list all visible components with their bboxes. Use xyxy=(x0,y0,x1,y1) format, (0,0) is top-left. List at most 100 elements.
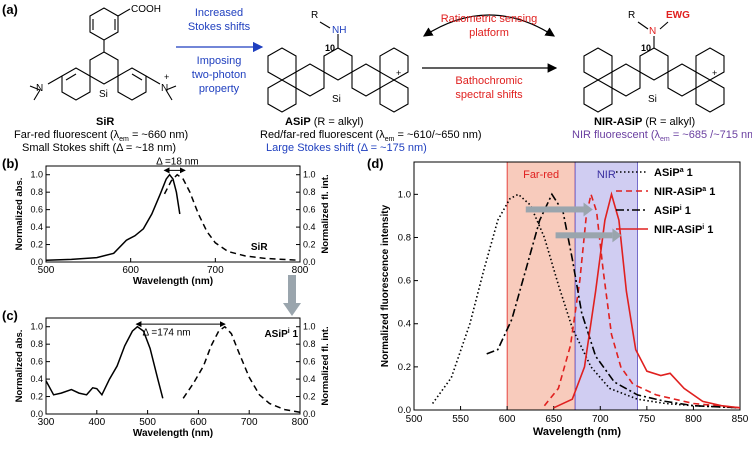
x-tick-label: 500 xyxy=(139,417,156,428)
fluorescence-series-line xyxy=(163,173,301,262)
sample-tag: SiR xyxy=(251,242,268,253)
series-line-4 xyxy=(553,191,741,409)
arrow1-bot1: Imposing xyxy=(197,55,242,67)
asip-si: Si xyxy=(332,94,341,105)
legend-label-2: NIR-ASiPa 1 xyxy=(654,186,715,198)
x-tick-label: 600 xyxy=(190,417,207,428)
asip-plus: + xyxy=(396,68,401,78)
nir-n: N xyxy=(649,26,656,37)
y-tick-label: 0.2 xyxy=(398,362,411,373)
x-tick-label: 700 xyxy=(207,265,224,276)
asip-nh: NH xyxy=(332,25,346,36)
arrow1-top1: Increased xyxy=(195,7,243,19)
y-tick-label-left: 0.4 xyxy=(30,222,43,232)
sir-cooh: COOH xyxy=(131,4,161,15)
nir-plus: + xyxy=(712,68,717,78)
nir-band xyxy=(574,161,638,411)
nir-asip-name: NIR-ASiP (R = alkyl) xyxy=(594,116,695,128)
y-tick-label: 0.4 xyxy=(398,319,411,330)
y-tick-label-left: 0.8 xyxy=(30,339,43,349)
asip-pos10: 10 xyxy=(325,43,335,53)
delta-label: Δ =18 nm xyxy=(156,156,199,167)
x-axis-label: Wavelength (nm) xyxy=(533,426,622,438)
absorption-series-line xyxy=(45,173,181,262)
y-tick-label-right: 0.8 xyxy=(303,339,316,349)
panel-label-a: (a) xyxy=(2,2,18,17)
asip-structure xyxy=(267,21,409,113)
nir-asip-structure xyxy=(583,21,725,113)
x-tick-label: 600 xyxy=(122,265,139,276)
y-axis-label-right: Normalized fl. int. xyxy=(320,326,331,405)
sir-line1: Far-red fluorescent (λem = ~660 nm) xyxy=(14,129,188,143)
x-tick-label: 850 xyxy=(732,414,749,425)
y-tick-label-left: 0.0 xyxy=(30,409,43,419)
absorption-series-line xyxy=(45,325,164,399)
sir-n-left: N xyxy=(36,83,43,94)
arrow1-bot3: property xyxy=(199,83,240,95)
x-tick-label: 700 xyxy=(592,414,609,425)
panel-label-c: (c) xyxy=(2,308,18,323)
y-tick-label-left: 0.2 xyxy=(30,392,43,402)
panel-label-b: (b) xyxy=(2,156,19,171)
legend-label-3: ASiPi 1 xyxy=(654,205,691,217)
sir-structure xyxy=(29,7,177,101)
sir-name: SiR xyxy=(96,116,114,128)
y-tick-label-right: 0.4 xyxy=(303,222,316,232)
y-tick-label-right: 1.0 xyxy=(303,170,316,180)
y-tick-label-right: 0.2 xyxy=(303,240,316,250)
y-axis-label-right: Normalized fl. int. xyxy=(320,174,331,253)
panel-d-plot: Far-red NIR 500 550 600 650 700 750 800 850 0.0 0.2… xyxy=(380,161,749,438)
y-axis-label-left: Normalized abs. xyxy=(14,178,25,251)
y-tick-label-left: 0.8 xyxy=(30,187,43,197)
arrow2-top1: Ratiometric sensing xyxy=(441,13,538,25)
x-tick-label: 500 xyxy=(38,265,55,276)
x-tick-label: 550 xyxy=(452,414,469,425)
arrow1-bot2: two-photon xyxy=(192,69,246,81)
arrow2-bot2: spectral shifts xyxy=(455,89,523,101)
x-tick-label: 300 xyxy=(38,417,55,428)
x-tick-label: 400 xyxy=(88,417,105,428)
shift-arrow-1-head xyxy=(583,202,593,217)
sample-tag: ASiPi 1 xyxy=(264,328,298,340)
x-tick-label: 800 xyxy=(685,414,702,425)
shift-arrow-2-body xyxy=(555,232,613,239)
y-tick-label-right: 0.8 xyxy=(303,187,316,197)
far-red-band xyxy=(506,161,576,411)
y-tick-label: 0.0 xyxy=(398,405,411,416)
nir-band-label: NIR xyxy=(597,169,616,181)
x-axis-label: Wavelength (nm) xyxy=(133,428,213,439)
y-tick-label-left: 0.6 xyxy=(30,205,43,215)
tag-suffix: 1 xyxy=(290,329,299,340)
nir-r: R xyxy=(628,10,635,21)
delta-label: Δ =174 nm xyxy=(143,327,191,338)
x-tick-label: 700 xyxy=(241,417,258,428)
far-red-band-label: Far-red xyxy=(523,169,559,181)
y-tick-label-left: 0.0 xyxy=(30,257,43,267)
x-tick-label: 650 xyxy=(545,414,562,425)
legend-label-4: NIR-ASiPi 1 xyxy=(654,224,713,236)
y-tick-label: 0.6 xyxy=(398,276,411,287)
panel-label-d: (d) xyxy=(367,156,384,171)
nir-asip-line1: NIR fluorescent (λem = ~685 /~715 nm) xyxy=(572,129,752,143)
shift-arrow-1-body xyxy=(525,206,584,213)
x-tick-label: 500 xyxy=(406,414,423,425)
arrow-curved-ratiometric xyxy=(422,14,556,37)
y-tick-label-left: 0.2 xyxy=(30,240,43,250)
sir-to-asip-gray-arrow xyxy=(283,275,301,316)
series-line-3 xyxy=(486,192,741,409)
y-axis-label-left: Normalized abs. xyxy=(14,330,25,403)
tag-main: ASiP xyxy=(264,329,288,340)
tag-sup: i xyxy=(288,328,290,335)
plot-frame xyxy=(45,317,301,415)
plot-frame xyxy=(45,165,301,263)
nir-si: Si xyxy=(648,94,657,105)
fluorescence-series-line xyxy=(182,325,301,414)
y-tick-label-left: 0.4 xyxy=(30,374,43,384)
sir-plus: + xyxy=(164,72,169,82)
y-tick-label-right: 0.6 xyxy=(303,357,316,367)
plot-frame xyxy=(413,161,741,411)
y-tick-label-right: 0.0 xyxy=(303,409,316,419)
